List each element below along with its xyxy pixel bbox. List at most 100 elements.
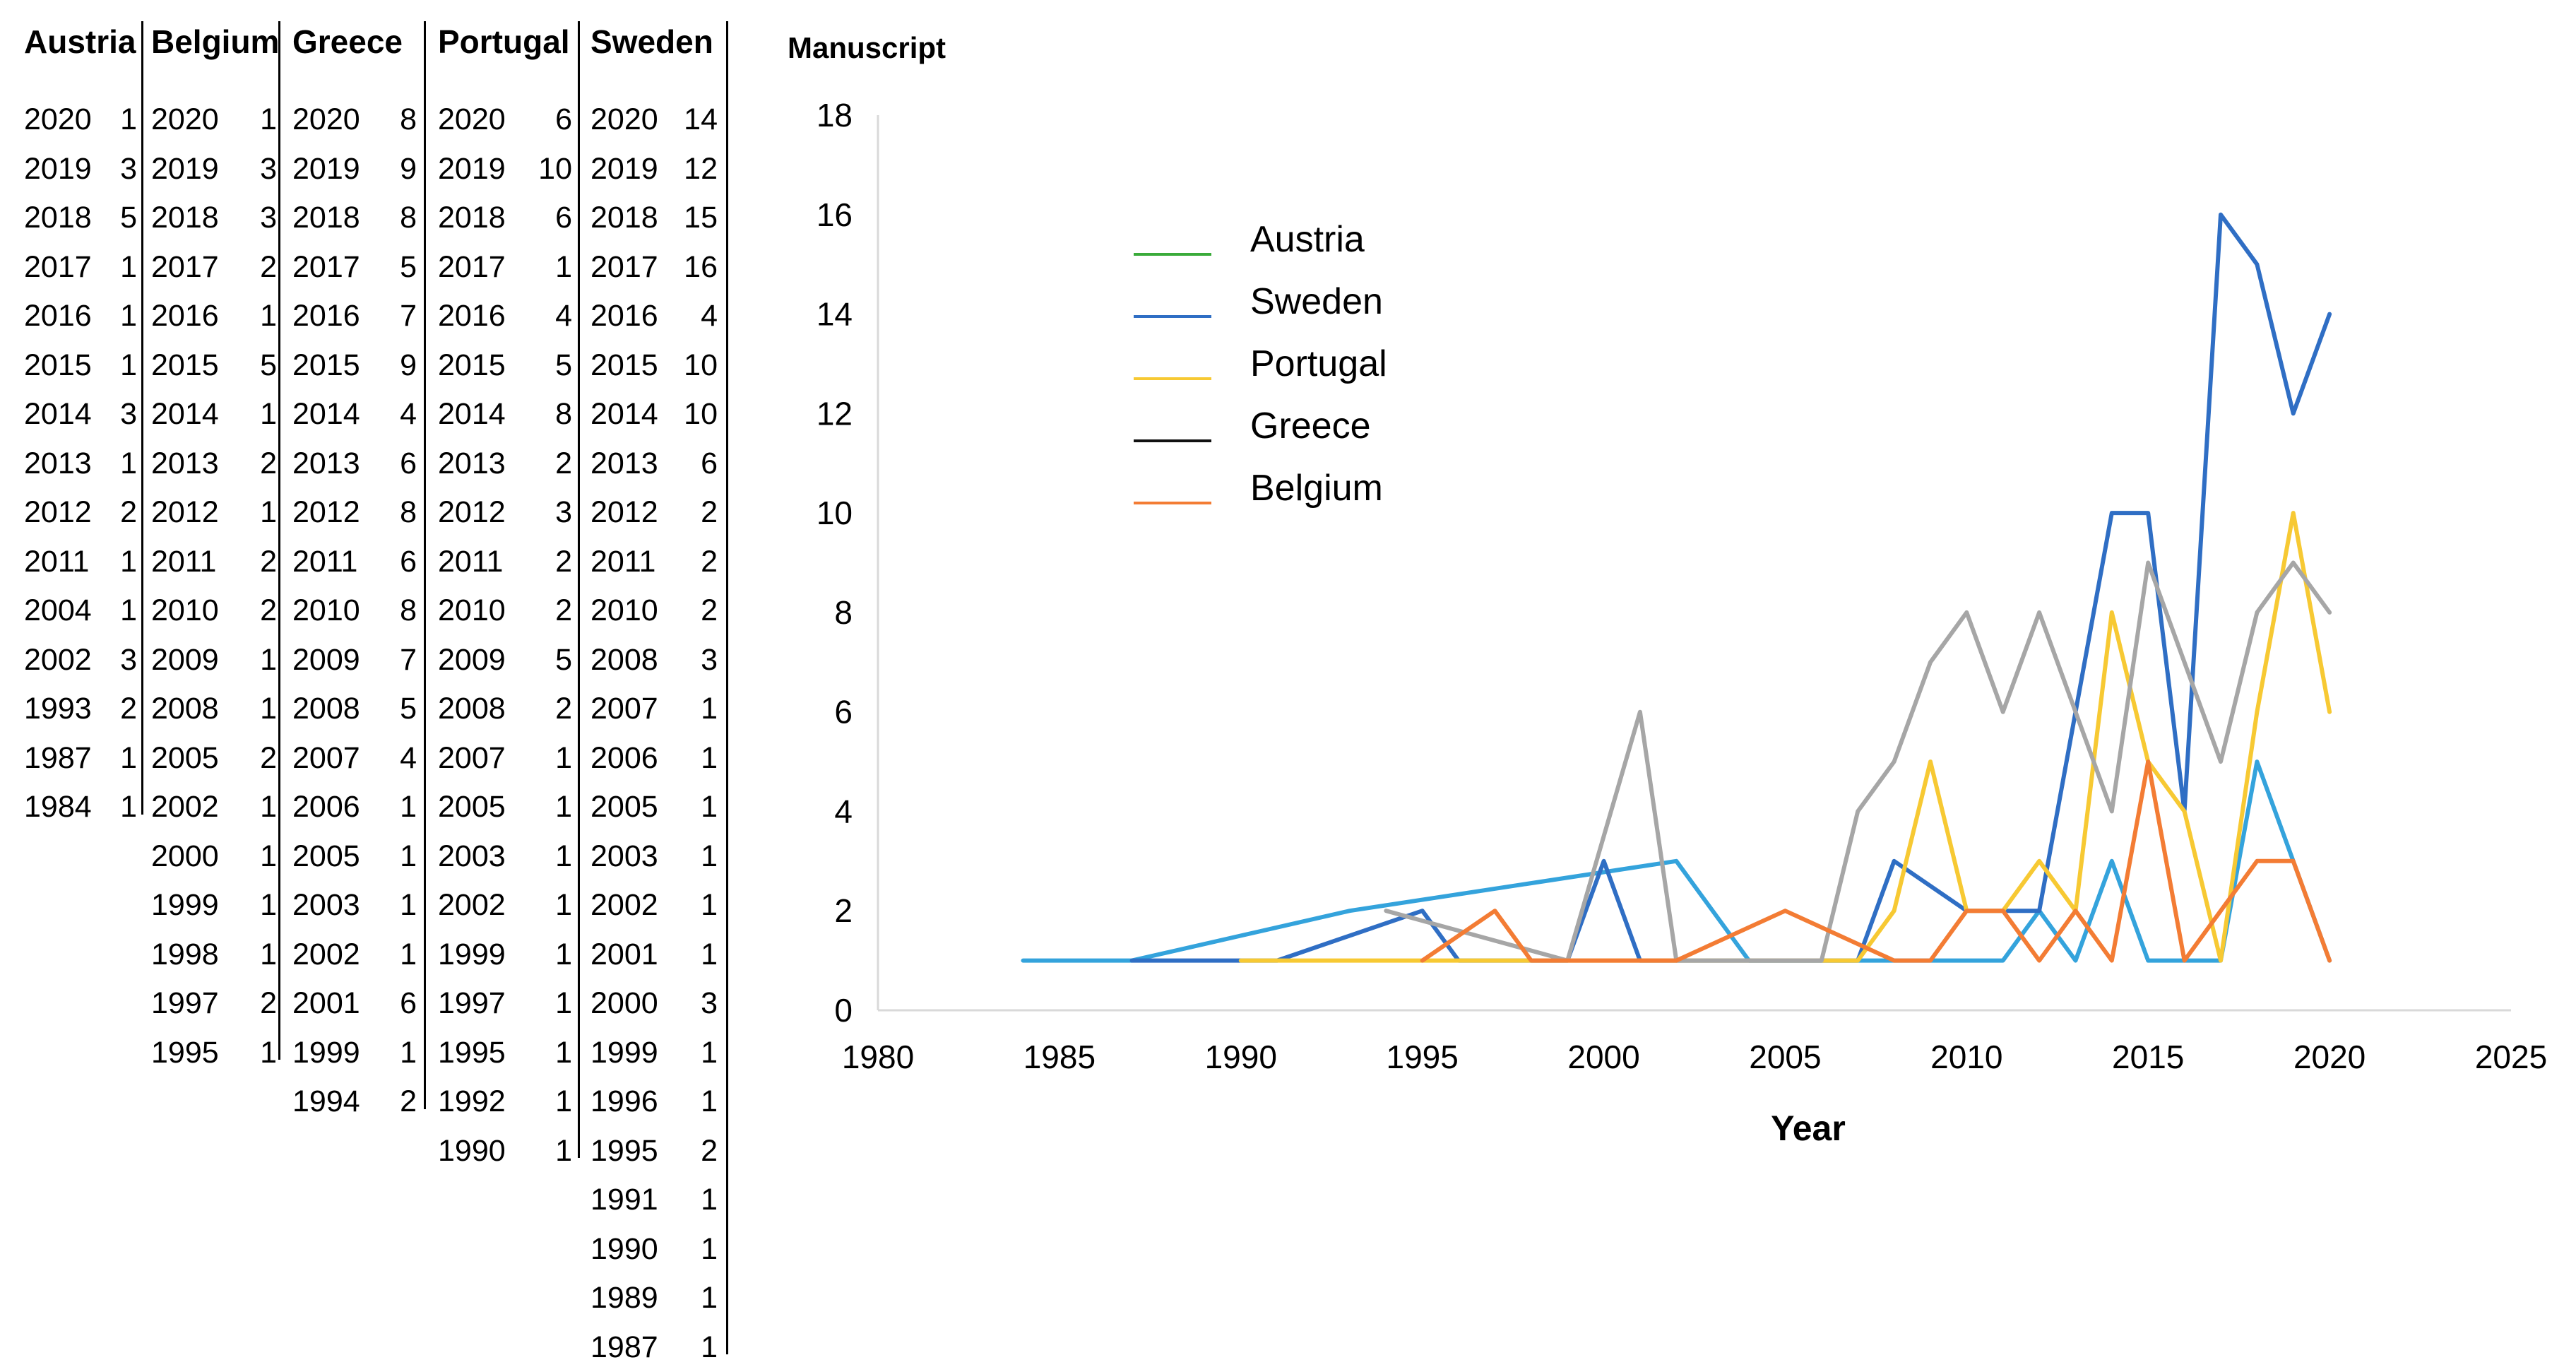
column-separator [578,21,580,1158]
row-year: 2005 [590,783,658,832]
row-year: 2020 [438,95,506,145]
row-count: 5 [555,341,572,391]
row-count: 3 [120,636,137,685]
row-year: 2002 [292,930,360,980]
row-count: 9 [400,341,417,391]
row-year: 2006 [590,734,658,783]
row-count: 1 [701,734,718,783]
row-count: 1 [701,1029,718,1078]
table-header: Belgium [151,21,279,62]
y-tick-label: 2 [834,892,853,929]
row-year: 1990 [438,1127,506,1176]
row-year: 2012 [151,488,219,538]
row-year: 2019 [438,145,506,194]
row-year: 1995 [590,1127,658,1176]
row-year: 2015 [292,341,360,391]
row-year: 2016 [438,292,506,341]
row-count: 10 [684,341,718,391]
row-count: 1 [260,1029,277,1078]
row-count: 1 [701,1176,718,1225]
table-row: 2010 2 [590,586,718,636]
row-count: 2 [260,243,277,292]
row-count: 1 [120,341,137,391]
row-year: 2012 [24,488,92,538]
row-year: 2012 [292,488,360,538]
row-count: 8 [555,390,572,439]
row-count: 4 [400,734,417,783]
row-year: 2004 [24,586,92,636]
row-year: 2014 [438,390,506,439]
table-row: 1999 1 [590,1029,718,1078]
x-tick-label: 1990 [1205,1039,1277,1075]
row-year: 2010 [292,586,360,636]
row-count: 8 [400,95,417,145]
row-count: 1 [260,95,277,145]
row-year: 2009 [151,636,219,685]
row-year: 2011 [438,538,503,587]
table-row: 2005 1 [590,783,718,832]
row-year: 2016 [292,292,360,341]
row-year: 2010 [438,586,506,636]
row-count: 4 [555,292,572,341]
row-count: 6 [701,439,718,489]
row-count: 2 [701,586,718,636]
row-count: 8 [400,194,417,243]
legend-label-austria: Austria [1250,219,1365,260]
table-row: 2014 8 [438,390,572,439]
row-count: 1 [701,783,718,832]
row-count: 2 [120,685,137,734]
row-year: 2015 [151,341,219,391]
row-year: 2010 [590,586,658,636]
row-count: 1 [701,1077,718,1127]
y-tick-label: 4 [834,793,853,829]
row-year: 2013 [438,439,506,489]
row-count: 3 [260,145,277,194]
row-year: 2011 [292,538,357,587]
row-year: 2018 [24,194,92,243]
row-count: 1 [555,243,572,292]
row-year: 1997 [151,979,219,1029]
row-year: 1999 [590,1029,658,1078]
row-count: 2 [260,586,277,636]
row-count: 10 [684,390,718,439]
row-count: 8 [400,488,417,538]
row-count: 5 [400,243,417,292]
column-separator [278,21,280,1060]
row-year: 2007 [292,734,360,783]
row-count: 3 [120,390,137,439]
row-count: 3 [260,194,277,243]
row-year: 2016 [151,292,219,341]
row-count: 7 [400,636,417,685]
row-count: 2 [555,439,572,489]
row-count: 1 [555,832,572,882]
row-count: 1 [260,930,277,980]
row-year: 2019 [292,145,360,194]
row-year: 2008 [438,685,506,734]
row-year: 1999 [292,1029,360,1078]
row-year: 2017 [590,243,658,292]
row-year: 2017 [292,243,360,292]
row-year: 1991 [590,1176,658,1225]
